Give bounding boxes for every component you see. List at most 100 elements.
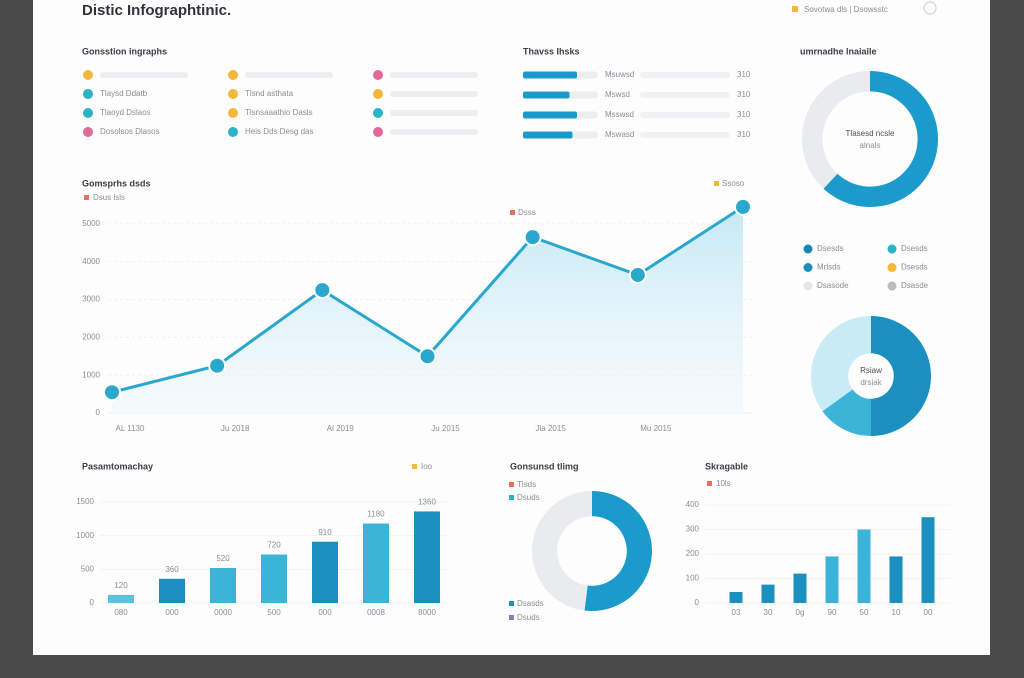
bar [210, 567, 236, 603]
chart-title: Thavss Ihsks [523, 46, 580, 56]
x-tick-label: 000 [165, 608, 179, 617]
x-tick-label: 30 [764, 608, 773, 617]
placeholder-bar [390, 91, 478, 97]
bar [363, 523, 389, 603]
chart-title: Gomsprhs dsds [82, 178, 151, 188]
progress-tag: 310 [737, 110, 751, 119]
list-dot [83, 70, 93, 80]
chart-title: Pasamtomachay [82, 461, 153, 471]
list-dot [228, 127, 238, 137]
slice [531, 491, 592, 611]
y-tick-label: 1000 [82, 370, 100, 379]
y-tick-label: 4000 [82, 257, 100, 266]
x-tick-label: AL 1130 [116, 424, 145, 433]
x-tick-label: Ju 2015 [431, 424, 460, 433]
list-dot [373, 108, 383, 118]
x-tick-label: Ju 2018 [221, 424, 250, 433]
progress-label: Msuwsd [605, 70, 634, 79]
y-tick-label: 0 [695, 598, 700, 607]
legend-swatch [509, 495, 514, 500]
progress-bar [523, 71, 577, 79]
legend-dot [803, 281, 813, 291]
x-tick-label: 50 [860, 608, 869, 617]
y-tick-label: 500 [81, 564, 95, 573]
legend-dot [887, 244, 897, 254]
legend-label: Dsasde [901, 281, 929, 290]
list-dot [373, 70, 383, 80]
annotation-swatch [510, 210, 515, 215]
slice [822, 389, 871, 436]
y-tick-label: 2000 [82, 332, 100, 341]
legend-label: Mrlsds [817, 263, 841, 272]
legend-swatch [707, 481, 712, 486]
annotation: Ssoso [722, 179, 745, 188]
legend-label: Tlsds [517, 480, 536, 489]
bar [857, 529, 871, 603]
x-tick-label: Al 2019 [327, 424, 355, 433]
x-tick-label: 90 [828, 608, 837, 617]
point [208, 356, 227, 375]
legend-label: Dsuds [517, 613, 540, 622]
page-title: Distic Infographtinic. [82, 2, 231, 19]
placeholder-bar [640, 132, 730, 138]
bar [729, 591, 743, 603]
bar [889, 556, 903, 603]
legend-label: Ioo [421, 462, 433, 471]
legend-dot [887, 281, 897, 291]
value-label: 360 [165, 565, 179, 574]
point [103, 383, 121, 402]
list-title: Gonsstion ingraphs [82, 46, 167, 56]
y-tick-label: 0 [96, 408, 101, 417]
progress-bar [523, 131, 573, 139]
point [628, 265, 647, 284]
bar [761, 584, 775, 603]
legend-dot [803, 244, 813, 254]
value-label: 520 [216, 554, 230, 563]
list-dot [228, 70, 238, 80]
list-label: Heis Dds Desg das [245, 127, 313, 136]
area [112, 206, 743, 413]
point [734, 197, 752, 216]
placeholder-bar [640, 72, 730, 78]
progress-bar [523, 91, 570, 99]
placeholder-bar [100, 72, 188, 78]
y-tick-label: 200 [686, 549, 700, 558]
y-tick-label: 1000 [76, 531, 94, 540]
x-tick-label: 8000 [418, 608, 436, 617]
chart-title: umrnadhe lnaiaile [800, 46, 877, 56]
list-dot [228, 108, 238, 118]
legend-swatch [412, 464, 417, 469]
x-tick-label: 080 [114, 608, 128, 617]
x-tick-label: 00 [924, 608, 933, 617]
value-label: 1360 [418, 498, 436, 507]
x-tick-label: 10 [892, 608, 901, 617]
progress-label: Mswsd [605, 90, 630, 99]
slice [802, 71, 870, 189]
legend-label: Dsesds [817, 244, 844, 253]
list-dot [373, 127, 383, 137]
list-dot [373, 89, 383, 99]
center-label: Rsiaw [860, 366, 882, 375]
legend-label: Dsesds [901, 263, 928, 272]
list-label: Tlaysd Ddatb [100, 89, 148, 98]
y-tick-label: 100 [686, 574, 700, 583]
chart-title: Skragable [705, 461, 748, 471]
value-label: 720 [267, 541, 281, 550]
legend-label: Dsasds [517, 599, 544, 608]
list-dot [83, 108, 93, 118]
x-tick-label: 500 [267, 608, 281, 617]
progress-bar [523, 111, 577, 119]
bar [825, 556, 839, 603]
bar [921, 517, 935, 603]
legend-label: Dsesds [901, 244, 928, 253]
user-icon[interactable] [923, 1, 937, 15]
bar [159, 578, 185, 603]
placeholder-bar [390, 110, 478, 116]
slice [871, 316, 931, 436]
x-tick-label: Jla 2015 [536, 424, 567, 433]
point [418, 347, 437, 366]
list-dot [83, 127, 93, 137]
legend-swatch [792, 6, 798, 12]
x-tick-label: 03 [732, 608, 741, 617]
